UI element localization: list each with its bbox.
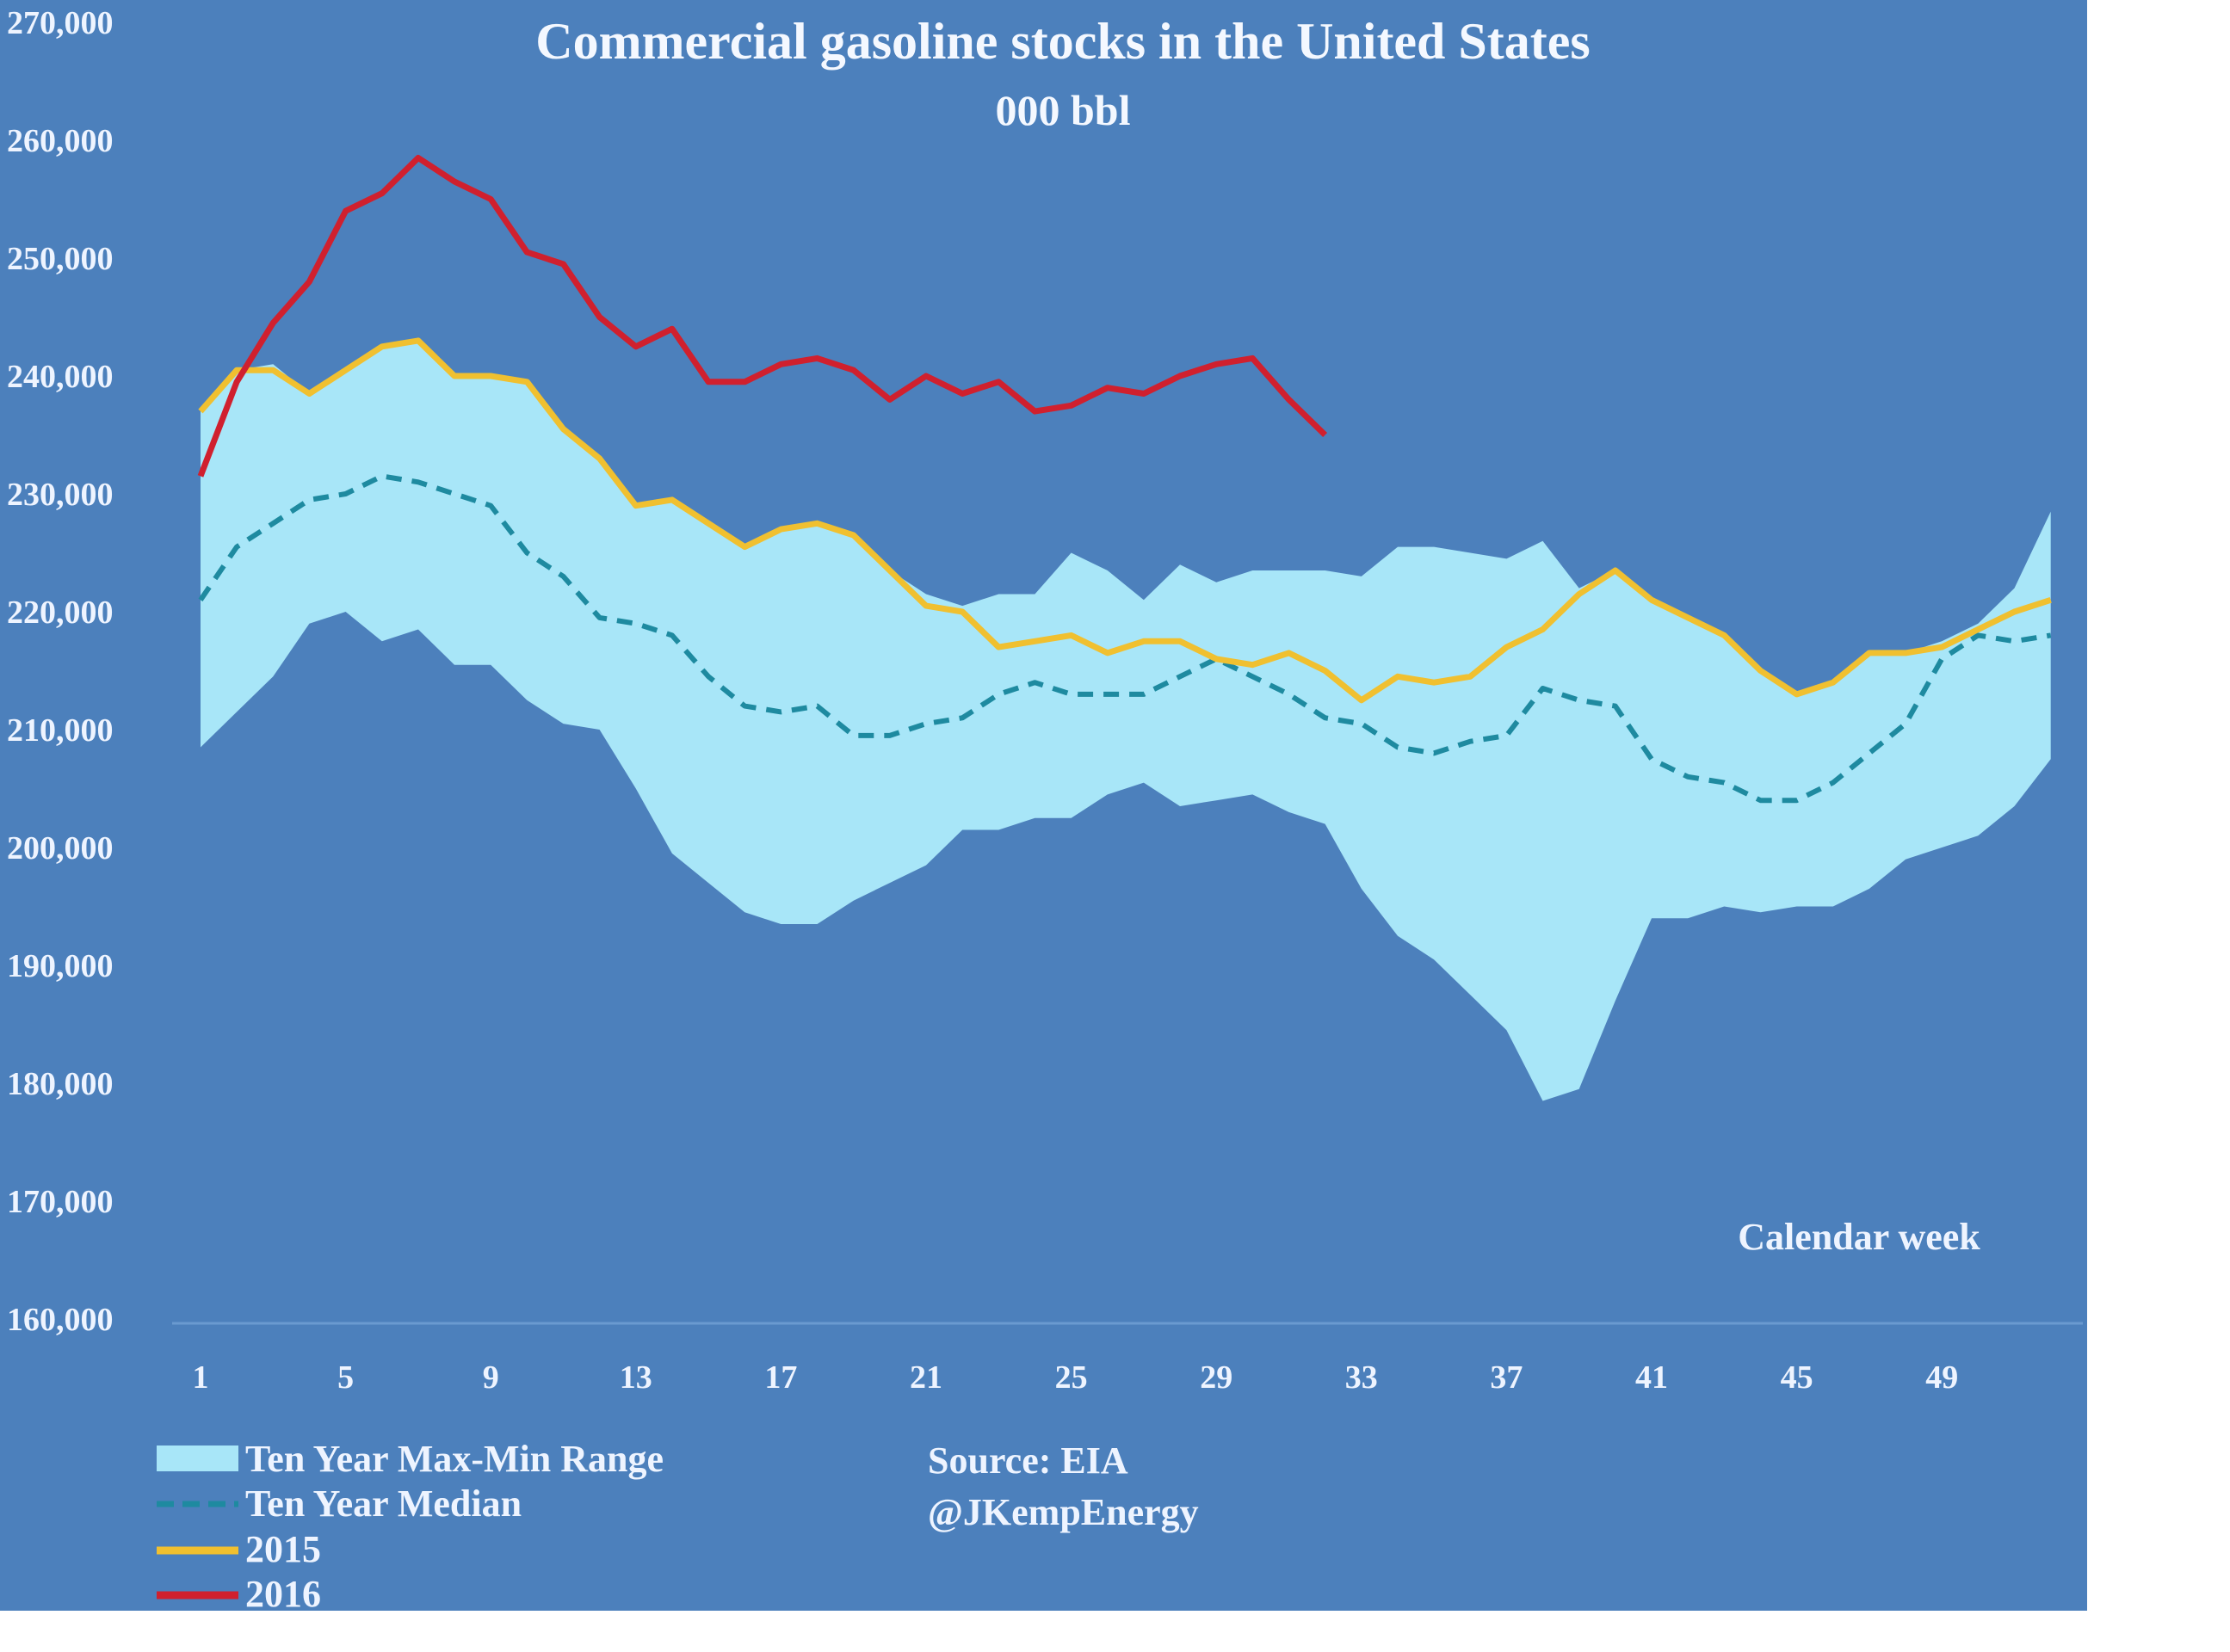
y-tick-label: 230,000 (7, 477, 114, 513)
legend-label-2015: 2015 (245, 1528, 321, 1570)
line-2015 (198, 337, 2052, 704)
y-tick-label: 250,000 (7, 241, 114, 277)
x-tick-label: 29 (1200, 1359, 1232, 1396)
x-tick-label: 5 (337, 1359, 354, 1396)
x-tick-label: 1 (193, 1359, 209, 1396)
plot-area (197, 155, 2052, 1101)
x-tick-label: 45 (1781, 1359, 1813, 1396)
chart-subtitle: 000 bbl (995, 86, 1130, 134)
author-handle: @JKempEnergy (928, 1491, 1199, 1533)
x-tick-label: 9 (483, 1359, 499, 1396)
y-axis-ticks: 160,000 170,000 180,000 190,000 200,000 210,0… (7, 5, 114, 1338)
x-tick-label: 17 (764, 1359, 797, 1396)
legend-label-2016: 2016 (245, 1573, 321, 1611)
y-tick-label: 180,000 (7, 1066, 114, 1102)
x-tick-label: 13 (620, 1359, 652, 1396)
x-tick-label: 21 (910, 1359, 942, 1396)
x-axis-label: Calendar week (1738, 1216, 1980, 1258)
legend-label-median: Ten Year Median (245, 1482, 522, 1525)
y-tick-label: 160,000 (7, 1302, 114, 1338)
legend: Ten Year Max-Min Range Ten Year Median 2… (157, 1438, 664, 1611)
chart: Commercial gasoline stocks in the United… (7, 5, 2083, 1611)
y-tick-label: 260,000 (7, 123, 114, 159)
x-tick-label: 49 (1925, 1359, 1958, 1396)
y-tick-label: 210,000 (7, 712, 114, 749)
line-2016 (197, 155, 1328, 478)
legend-label-range: Ten Year Max-Min Range (245, 1438, 664, 1480)
y-tick-label: 200,000 (7, 830, 114, 866)
x-axis-ticks: 1 5 9 13 17 21 25 29 33 37 41 45 49 (193, 1359, 1959, 1396)
y-tick-label: 270,000 (7, 5, 114, 41)
y-tick-label: 240,000 (7, 359, 114, 395)
chart-title: Commercial gasoline stocks in the United… (535, 13, 1591, 70)
range-band (201, 340, 2051, 1101)
median-line (198, 473, 2052, 804)
legend-swatch-range (157, 1446, 238, 1471)
y-tick-label: 190,000 (7, 948, 114, 984)
source-label: Source: EIA (928, 1439, 1128, 1482)
y-tick-label: 170,000 (7, 1184, 114, 1220)
x-tick-label: 37 (1490, 1359, 1523, 1396)
x-tick-label: 33 (1345, 1359, 1378, 1396)
x-tick-label: 25 (1055, 1359, 1088, 1396)
x-tick-label: 41 (1635, 1359, 1668, 1396)
y-tick-label: 220,000 (7, 595, 114, 631)
